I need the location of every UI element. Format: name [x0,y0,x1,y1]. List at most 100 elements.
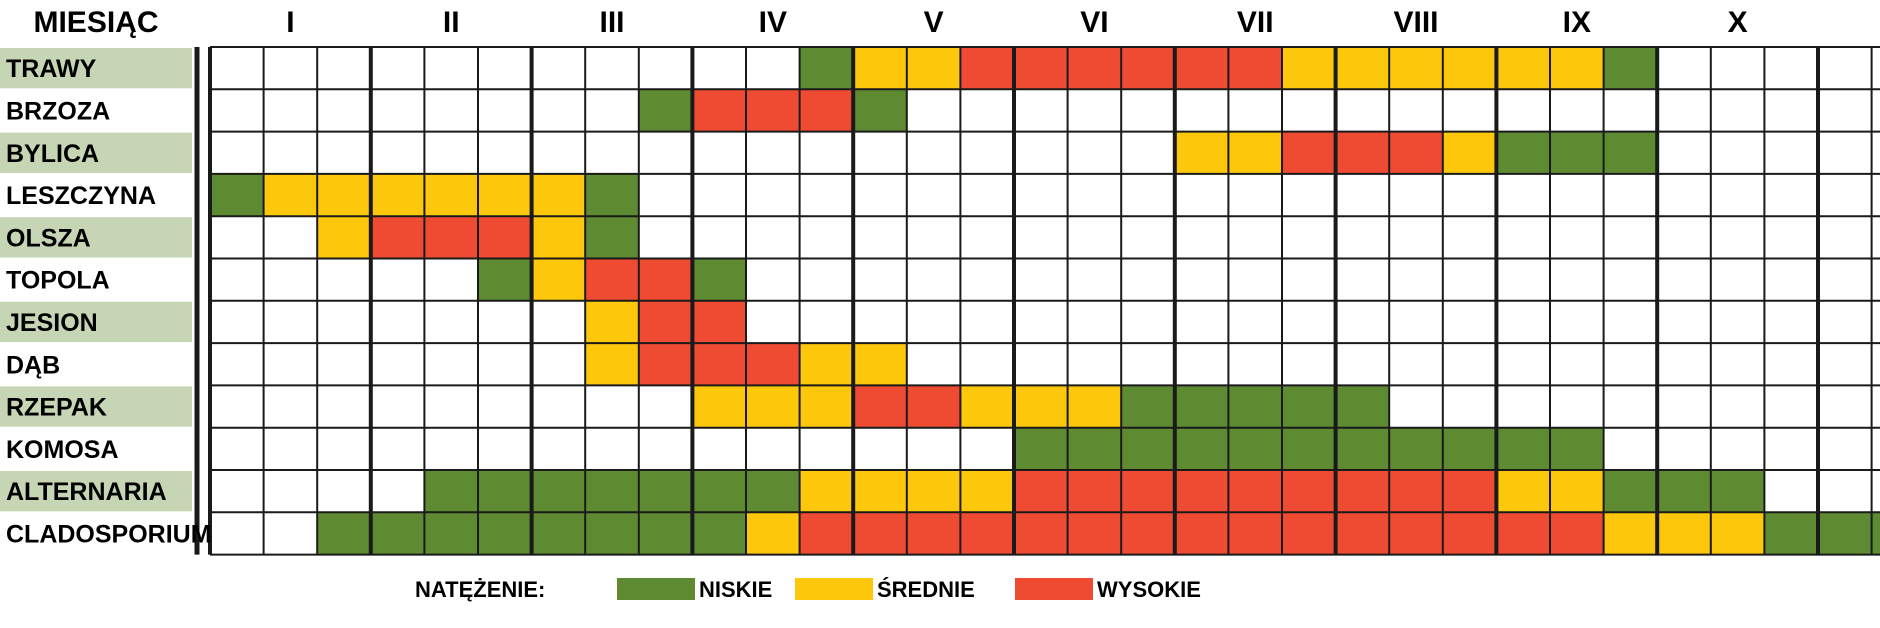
heatmap-cell [1603,131,1658,174]
heatmap-cell [1067,470,1122,513]
heatmap-cell [1550,47,1604,90]
month-label: V [924,6,944,39]
grid-lines [194,46,1880,556]
month-label: I [286,6,294,39]
heatmap-cell [746,512,800,555]
heatmap-cell [1282,385,1336,428]
heatmap-cell [1174,427,1229,470]
heatmap-cell [1335,131,1390,174]
heatmap-cell [1389,512,1443,555]
heatmap-cell [1335,427,1390,470]
row-label-band [0,301,192,343]
heatmap-cell [424,173,478,217]
legend-swatch [1015,578,1093,600]
heatmap-cell [638,258,693,301]
heatmap-cell [1710,512,1765,555]
heatmap-cell [799,470,854,513]
heatmap-cell [1389,427,1443,470]
heatmap-cell [799,343,854,386]
heatmap-cell [1657,470,1711,513]
heatmap-cell [1442,470,1497,513]
heatmap-cell [906,47,961,90]
heatmap-cell [370,216,425,259]
heatmap-cell [853,385,907,428]
heatmap-cell [1228,427,1282,470]
row-label: BRZOZA [6,97,110,125]
heatmap-cell [1335,47,1390,90]
heatmap-cell [1335,470,1390,513]
heatmap-cell [1228,385,1282,428]
row-label-band [0,217,192,258]
heatmap-cell [531,173,586,217]
row-label: KOMOSA [6,436,119,464]
heatmap-cell [585,173,639,217]
heatmap-cell [1121,512,1175,555]
heatmap-cell [1228,47,1282,90]
heatmap-cell [1228,131,1282,174]
heatmap-cell [638,343,693,386]
heatmap-cell [1389,47,1443,90]
row-label: ALTERNARIA [6,478,167,506]
heatmap-cell [1550,427,1604,470]
heatmap-cell [1550,131,1604,174]
heatmap-cell [478,173,532,217]
row-label: RZEPAK [6,394,107,422]
row-label: OLSZA [6,224,91,252]
heatmap-cell [1389,131,1443,174]
heatmap-cell [317,512,371,555]
legend-label: ŚREDNIE [877,577,975,602]
heatmap-cell [746,470,800,513]
heatmap-cell [853,47,907,90]
heatmap-cell [424,216,478,259]
heatmap-cell [1496,427,1550,470]
row-label: DĄB [6,351,60,379]
heatmap-cell [1067,47,1122,90]
heatmap-cell [1335,512,1390,555]
heatmap-cell [424,470,478,513]
heatmap-cell [1228,470,1282,513]
heatmap-cell [638,89,693,132]
heatmap-cell [478,258,532,301]
month-label: III [599,6,624,39]
legend: NATĘŻENIE: NISKIE ŚREDNIE WYSOKIE [415,577,1201,602]
heatmap-cell [1174,131,1229,174]
heatmap-cell [585,216,639,259]
heatmap-cell [1496,47,1550,90]
heatmap-cell [1014,427,1068,470]
heatmap-cell [1014,385,1068,428]
heatmap-cells [210,47,1880,555]
heatmap-cell [960,512,1014,555]
row-labels: TRAWY BRZOZA BYLICA LESZCZYNA OLSZA TOPOLA JES… [6,55,212,548]
month-label: VIII [1393,6,1438,39]
heatmap-cell [1389,470,1443,513]
heatmap-cell [692,385,746,428]
heatmap-cell [1442,131,1497,174]
heatmap-cell [263,173,318,217]
heatmap-cell [531,258,586,301]
heatmap-cell [1282,131,1336,174]
row-label-band [0,132,192,173]
heatmap-cell [960,47,1014,90]
row-label-bands [0,48,192,512]
heatmap-cell [585,343,639,386]
heatmap-cell [853,512,907,555]
heatmap-cell [478,216,532,259]
corner-label: MIESIĄC [33,6,158,39]
heatmap-cell [1121,47,1175,90]
heatmap-cell [799,385,854,428]
row-label: TRAWY [6,55,97,83]
heatmap-cell [1442,512,1497,555]
heatmap-cell [906,385,961,428]
heatmap-cell [1335,385,1390,428]
heatmap-cell [1442,427,1497,470]
heatmap-cell [746,89,800,132]
heatmap-cell [1442,47,1497,90]
heatmap-cell [692,258,746,301]
heatmap-cell [1228,512,1282,555]
heatmap-cell [746,385,800,428]
heatmap-cell [1710,470,1765,513]
heatmap-cell [1550,470,1604,513]
heatmap-cell [638,512,693,555]
heatmap-cell [478,512,532,555]
